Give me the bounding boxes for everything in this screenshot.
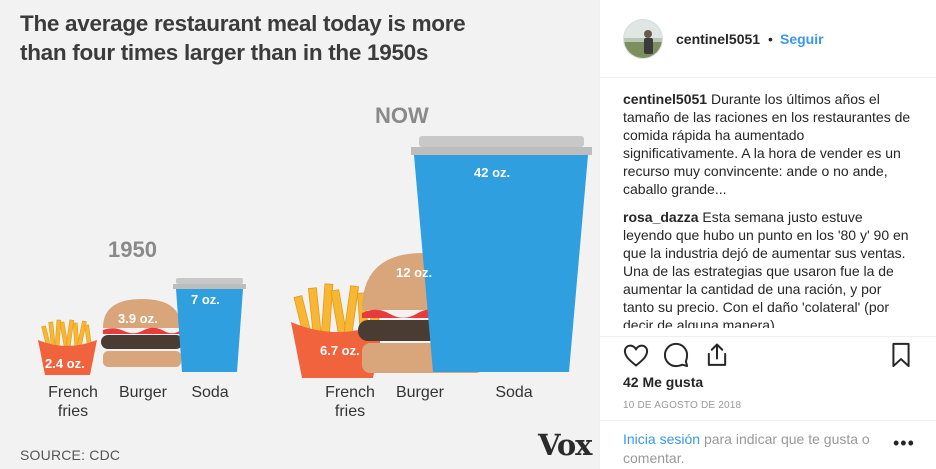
caption-fries-1950-line2: fries: [57, 403, 89, 420]
caption-burger-now: Burger: [395, 384, 445, 401]
post-date: 10 DE AGOSTO DE 2018: [623, 400, 742, 411]
soda-now-size: 42 oz.: [474, 165, 511, 180]
login-prompt-rest: para indicar que te gusta o comentar.: [623, 431, 870, 466]
login-prompt-text: Inicia sesión para indicar que te gusta …: [623, 430, 893, 468]
burger-1950-illustration: [101, 299, 183, 367]
soda-1950-size: 7 oz.: [191, 292, 220, 307]
era-label-now: NOW: [375, 103, 429, 128]
share-icon[interactable]: [703, 341, 731, 374]
action-bar: [600, 336, 936, 376]
caption-fries-now: French fries: [315, 383, 385, 421]
bookmark-icon[interactable]: [887, 341, 915, 374]
comment-item: rosa_dazza Esta semana justo estuve leye…: [623, 208, 915, 328]
login-prompt: Inicia sesión para indicar que te gusta …: [600, 420, 936, 469]
caption-fries-now-line1: French: [325, 384, 375, 401]
burger-1950-size: 3.9 oz.: [118, 311, 158, 326]
infographic-illustration: [38, 136, 592, 378]
comment-item: centinel5051 Durante los últimos años el…: [623, 90, 915, 198]
soda-now-illustration: [411, 136, 592, 372]
fries-1950-size: 2.4 oz.: [45, 356, 85, 371]
caption-fries-now-line2: fries: [334, 403, 366, 420]
burger-now-size: 12 oz.: [396, 265, 433, 280]
avatar[interactable]: [623, 19, 663, 59]
comment-text: Durante los últimos años el tamaño de la…: [623, 91, 911, 197]
post-sidebar: centinel5051 • Seguir centinel5051 Duran…: [599, 0, 936, 469]
comment-text: Esta semana justo estuve leyendo que hub…: [623, 209, 909, 328]
caption-fries-1950: French fries: [38, 383, 108, 421]
heart-icon[interactable]: [622, 341, 650, 374]
comment-icon[interactable]: [662, 341, 690, 374]
caption-burger-1950: Burger: [118, 384, 168, 401]
follow-button[interactable]: Seguir: [780, 31, 824, 47]
login-link[interactable]: Inicia sesión: [623, 431, 701, 447]
author-username[interactable]: centinel5051: [676, 31, 761, 47]
caption-fries-1950-line1: French: [48, 384, 98, 401]
post-header: centinel5051 • Seguir: [600, 0, 936, 78]
era-label-1950: 1950: [108, 237, 157, 262]
comment-username[interactable]: centinel5051: [623, 91, 708, 107]
comments-list[interactable]: centinel5051 Durante los últimos años el…: [623, 90, 915, 328]
caption-soda-1950: Soda: [191, 384, 229, 401]
avatar-photo: [624, 20, 662, 58]
fries-now-size: 6.7 oz.: [320, 343, 360, 358]
more-options-icon[interactable]: •••: [893, 433, 915, 453]
vox-logo: Vox: [538, 428, 592, 462]
soda-1950-illustration: [173, 278, 246, 372]
comment-username[interactable]: rosa_dazza: [623, 209, 699, 225]
fries-1950-illustration: [38, 319, 97, 375]
infographic-title: The average restaurant meal today is mor…: [20, 11, 466, 65]
likes-count[interactable]: 42 Me gusta: [623, 374, 704, 390]
caption-soda-now: Soda: [495, 384, 533, 401]
post-image[interactable]: The average restaurant meal today is mor…: [0, 0, 599, 469]
header-separator: •: [768, 31, 773, 47]
source-credit: SOURCE: CDC: [20, 447, 121, 463]
